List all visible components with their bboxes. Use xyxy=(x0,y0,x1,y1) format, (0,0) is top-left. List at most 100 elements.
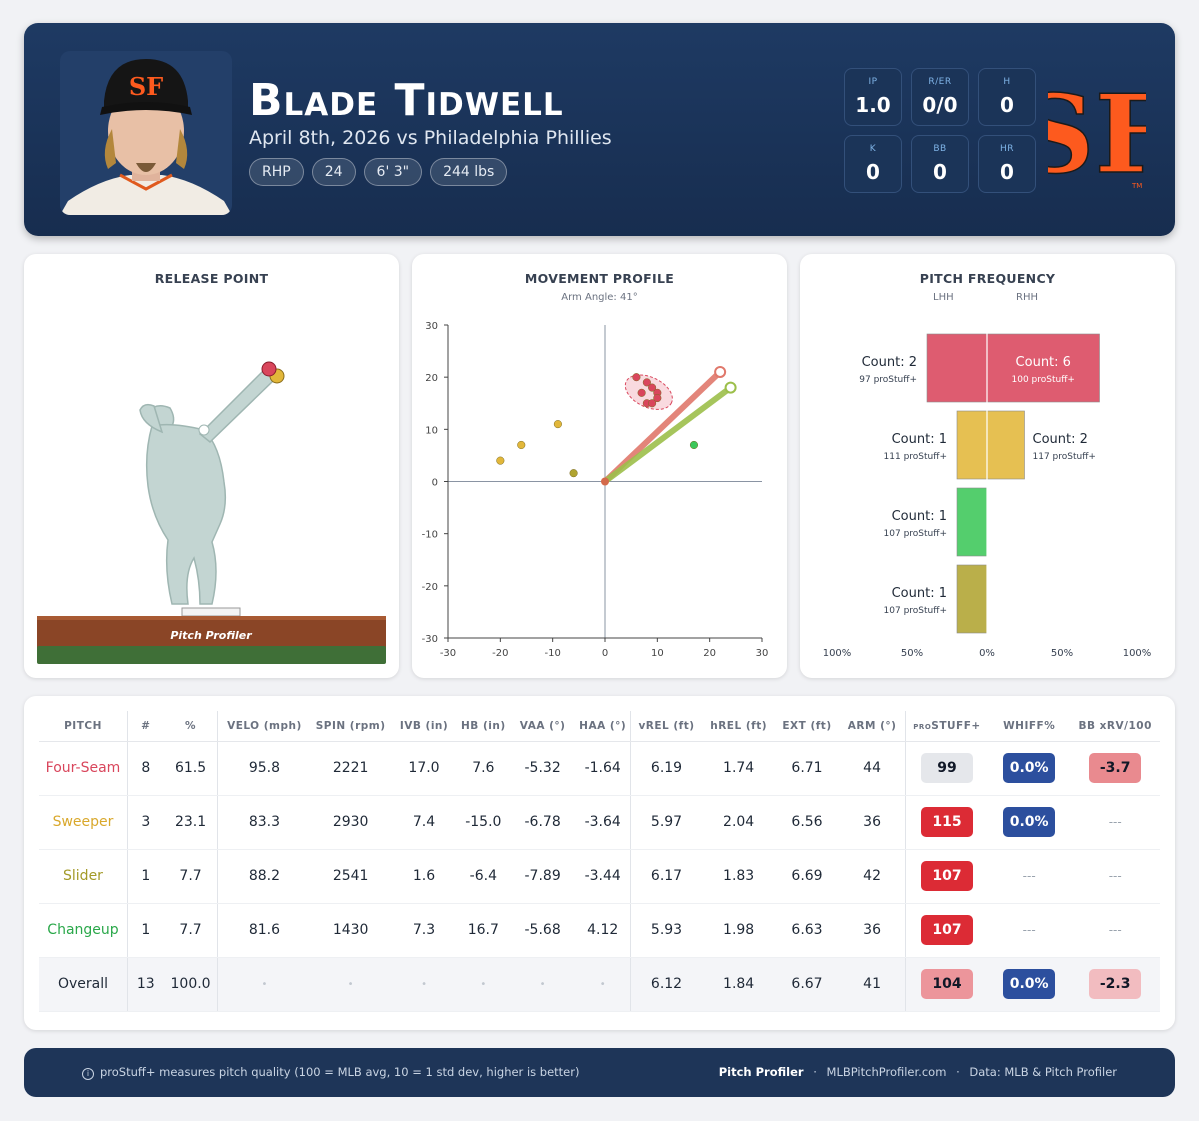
arm-angle-label: Arm Angle: 41° xyxy=(561,292,638,303)
x-tick-label: 10 xyxy=(651,648,664,659)
footer-data-source: Data: MLB & Pitch Profiler xyxy=(969,1065,1117,1079)
table-cell: 4.12 xyxy=(575,903,631,958)
table-header-row: PITCH # % VELO (mph) SPIN (rpm) IVB (in)… xyxy=(39,711,1160,742)
release-point-brand: Pitch Profiler xyxy=(170,629,252,642)
table-cell: -1.64 xyxy=(575,741,631,796)
player-headshot: SF xyxy=(60,51,232,215)
whiff-badge: 0.0% xyxy=(1003,807,1056,837)
pitch-name: Sweeper xyxy=(39,795,128,850)
table-cell: 1.98 xyxy=(702,903,775,958)
pitch-name: Changeup xyxy=(39,903,128,958)
x-tick-label: -30 xyxy=(440,648,456,659)
chip-throws: RHP xyxy=(249,158,304,186)
point-four-seam xyxy=(632,373,641,382)
frequency-axis-label: 100% xyxy=(1123,648,1152,659)
lhh-bar-four-seam xyxy=(926,333,988,403)
table-cell: 2221 xyxy=(310,741,391,796)
x-tick-label: -20 xyxy=(492,648,508,659)
empty-dot: • xyxy=(575,957,631,1012)
footer-site-link[interactable]: MLBPitchProfiler.com xyxy=(826,1065,947,1079)
x-tick-label: 0 xyxy=(602,648,608,659)
table-cell: 1.74 xyxy=(702,741,775,796)
table-cell: 6.17 xyxy=(630,849,703,904)
table-cell: 7.4 xyxy=(390,795,458,850)
rhh-count-label: Count: 6 xyxy=(1016,355,1071,370)
col-arm: ARM (°) xyxy=(839,711,907,742)
lhh-prostuff-label: 97 proStuff+ xyxy=(859,375,917,385)
chip-age: 24 xyxy=(311,158,356,186)
table-cell: -15.0 xyxy=(457,795,510,850)
table-cell: 7.3 xyxy=(390,903,458,958)
table-cell: 88.2 xyxy=(217,849,311,904)
table-cell: 6.19 xyxy=(630,741,703,796)
col-spin: SPIN (rpm) xyxy=(310,711,391,742)
col-haa: HAA (°) xyxy=(575,711,631,742)
col-whiff: WHIFF% xyxy=(987,711,1071,742)
empty-dot: • xyxy=(509,957,576,1012)
info-icon: i xyxy=(82,1068,94,1080)
pitch-frequency-title: PITCH FREQUENCY xyxy=(919,271,1056,286)
whiff-empty: --- xyxy=(987,903,1071,958)
table-cell: 36 xyxy=(839,795,907,850)
table-cell: 5.93 xyxy=(630,903,703,958)
svg-text:SF: SF xyxy=(1048,72,1146,194)
whiff-badge: 0.0% xyxy=(1003,969,1056,999)
point-four-seam xyxy=(642,378,651,387)
xrv-empty: --- xyxy=(1070,795,1160,850)
table-cell: -5.32 xyxy=(509,741,576,796)
x-tick-label: -10 xyxy=(544,648,560,659)
table-row: Four-Seam 8 61.5 95.8 2221 17.0 7.6 -5.32 -1.64 6… xyxy=(39,741,1160,796)
rhh-count-label: Count: 2 xyxy=(1033,432,1088,447)
chip-height: 6' 3" xyxy=(363,158,423,186)
x-tick-label: 20 xyxy=(703,648,716,659)
lhh-count-label: Count: 1 xyxy=(892,509,947,524)
release-point-card: RELEASE POINT Pitch Profiler xyxy=(24,254,399,678)
player-header: SF Blade Tidwell April 8th, 2026 vs Phil… xyxy=(24,23,1175,236)
table-cell: 5.97 xyxy=(630,795,703,850)
frequency-axis-label: 0% xyxy=(979,648,995,659)
col-xrv: BB xRV/100 xyxy=(1070,711,1160,742)
lhh-count-label: Count: 1 xyxy=(892,432,947,447)
point-sweeper xyxy=(496,456,505,465)
point-slider xyxy=(569,469,578,478)
arm-angle-line-four-seam xyxy=(602,368,724,485)
footer-note-text: proStuff+ measures pitch quality (100 = … xyxy=(100,1065,580,1079)
table-cell: 61.5 xyxy=(163,741,219,796)
y-tick-label: -20 xyxy=(422,582,438,593)
point-changeup xyxy=(689,440,699,450)
footer: i proStuff+ measures pitch quality (100 =… xyxy=(24,1048,1175,1097)
lhh-prostuff-label: 111 proStuff+ xyxy=(884,452,947,462)
svg-text:TM: TM xyxy=(1131,182,1142,190)
table-cell: 36 xyxy=(839,903,907,958)
lhh-label: LHH xyxy=(933,292,954,303)
whiff-badge: 0.0% xyxy=(1003,753,1056,783)
table-cell: 81.6 xyxy=(217,903,311,958)
point-sweeper xyxy=(517,440,526,450)
footer-brand: Pitch Profiler xyxy=(718,1065,804,1079)
empty-dot: • xyxy=(310,957,391,1012)
lhh-bar-changeup xyxy=(956,564,988,634)
footer-note: i proStuff+ measures pitch quality (100 =… xyxy=(82,1065,579,1080)
table-cell: 1 xyxy=(127,849,164,904)
col-velo: VELO (mph) xyxy=(217,711,311,742)
table-cell: 16.7 xyxy=(457,903,510,958)
col-pct: % xyxy=(163,711,219,742)
whiff-empty: --- xyxy=(987,849,1071,904)
frequency-axis-label: 50% xyxy=(1051,648,1073,659)
stat-r-er: R/ER 0/0 xyxy=(911,68,969,126)
pitch-metrics-table-card: PITCH # % VELO (mph) SPIN (rpm) IVB (in)… xyxy=(24,696,1175,1030)
table-cell: 7.7 xyxy=(163,849,219,904)
table-cell: 1.83 xyxy=(702,849,775,904)
footer-credits: Pitch Profiler · MLBPitchProfiler.com · … xyxy=(718,1065,1117,1079)
table-cell: 3 xyxy=(127,795,164,850)
lhh-prostuff-label: 107 proStuff+ xyxy=(884,606,947,616)
col-ivb: IVB (in) xyxy=(390,711,458,742)
table-cell: 1430 xyxy=(310,903,391,958)
table-cell: 6.69 xyxy=(774,849,840,904)
table-cell: 2930 xyxy=(310,795,391,850)
overall-label: Overall xyxy=(39,957,128,1012)
lhh-prostuff-label: 107 proStuff+ xyxy=(884,529,947,539)
table-cell: -7.89 xyxy=(509,849,576,904)
